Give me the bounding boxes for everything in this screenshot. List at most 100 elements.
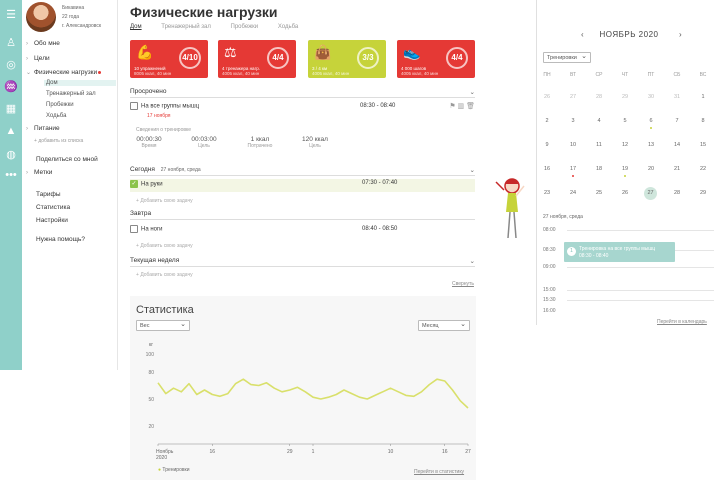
calendar-day[interactable]: 1 xyxy=(701,94,705,100)
tab-home[interactable]: Дом xyxy=(130,24,142,30)
calendar-day[interactable]: 12 xyxy=(621,142,629,148)
avatar[interactable] xyxy=(26,2,56,32)
next-month-icon[interactable]: › xyxy=(679,30,682,39)
calendar-day[interactable]: 8 xyxy=(701,118,705,124)
stat-goal-kcal: 120 ккал Цель xyxy=(302,136,328,149)
task-checkbox[interactable] xyxy=(130,225,138,233)
section-overdue[interactable]: Просрочено ⌄ xyxy=(130,88,475,98)
period-select[interactable]: Месяц xyxy=(418,320,470,331)
calendar-day[interactable]: 21 xyxy=(673,166,681,172)
summary-card[interactable]: 💪 10 упражнений 8005 ккал, 40 мин 4/10 xyxy=(130,40,208,78)
collapse-link[interactable]: Свернуть xyxy=(452,281,474,287)
summary-card[interactable]: 👜 3 / 4 км 4005 ккал, 40 мин 3/3 xyxy=(308,40,386,78)
go-to-statistics-link[interactable]: Перейти в статистику xyxy=(414,469,465,475)
sidebar-item-home[interactable]: Дом xyxy=(44,80,116,86)
calendar-day[interactable]: 27 xyxy=(644,187,657,200)
sidebar-item-tariffs[interactable]: Тарифы xyxy=(36,191,61,198)
add-from-list-link[interactable]: + добавить из списка xyxy=(34,138,84,144)
calendar-filter-select[interactable]: Тренировки xyxy=(543,52,591,63)
sidebar-item-share[interactable]: Поделиться со мной xyxy=(36,156,98,163)
calendar-day[interactable]: 16 xyxy=(543,166,551,172)
tab-jogging[interactable]: Пробежки xyxy=(230,24,259,30)
overdue-date: 17 ноября xyxy=(147,113,171,119)
globe-icon[interactable]: ◍ xyxy=(6,149,16,161)
sidebar-item-about[interactable]: › Обо мне xyxy=(26,40,60,47)
add-task-link[interactable]: + Добавить свою задачу xyxy=(136,243,193,249)
go-to-calendar-link[interactable]: Перейти в календарь xyxy=(657,319,707,325)
calendar-day[interactable]: 23 xyxy=(543,190,551,196)
calendar-day[interactable]: 10 xyxy=(569,142,577,148)
calendar-day[interactable]: 18 xyxy=(595,166,603,172)
sidebar-item-settings[interactable]: Настройки xyxy=(36,217,68,224)
sidebar-item-jogging[interactable]: Пробежки xyxy=(46,102,74,108)
section-tomorrow[interactable]: Завтра xyxy=(130,210,475,220)
calendar-day[interactable]: 28 xyxy=(673,190,681,196)
more-icon[interactable]: ••• xyxy=(5,169,17,181)
chevron-down-icon[interactable]: ⌄ xyxy=(469,89,475,96)
section-today[interactable]: Сегодня 27 ноября, среда ⌄ xyxy=(130,166,475,176)
hour-line xyxy=(567,230,714,231)
sidebar-item-tags[interactable]: › Метки xyxy=(26,169,53,176)
calendar-day[interactable]: 11 xyxy=(596,142,602,148)
calendar-day[interactable]: 26 xyxy=(621,190,629,196)
calendar-day[interactable]: 26 xyxy=(543,94,551,100)
sidebar-item-goals[interactable]: › Цели xyxy=(26,55,50,62)
calendar-day[interactable]: 28 xyxy=(595,94,603,100)
dumbbell-icon[interactable]: ♒ xyxy=(4,81,18,93)
section-week[interactable]: Текущая неделя ⌄ xyxy=(130,257,475,267)
sidebar-item-physical[interactable]: ⌄ Физические нагрузки xyxy=(26,69,102,76)
task-checkbox[interactable] xyxy=(130,102,138,110)
calendar-day[interactable]: 4 xyxy=(597,118,601,124)
hour-label: 08:30 xyxy=(543,247,556,253)
tab-gym[interactable]: Тренажерный зал xyxy=(161,24,211,30)
metric-select[interactable]: Вес xyxy=(136,320,190,331)
calendar-day[interactable]: 27 xyxy=(569,94,577,100)
user-city: г. Александровск xyxy=(62,23,102,29)
calendar-day[interactable]: 2 xyxy=(545,118,549,124)
task-row[interactable]: ✓ На руки 07:30 - 07:40 xyxy=(130,179,475,192)
hamburger-menu-icon[interactable]: ☰ xyxy=(6,9,16,21)
calendar-day[interactable]: 5 xyxy=(623,118,627,124)
sidebar-item-walking[interactable]: Ходьба xyxy=(46,113,67,119)
calendar-day[interactable]: 25 xyxy=(595,190,603,196)
calendar-icon[interactable]: ▦ xyxy=(5,103,17,115)
calendar-day[interactable]: 9 xyxy=(545,142,549,148)
target-icon[interactable]: ◎ xyxy=(6,59,16,71)
calendar-day[interactable]: 31 xyxy=(673,94,681,100)
calendar-day[interactable]: 30 xyxy=(647,94,655,100)
calendar-day[interactable]: 24 xyxy=(569,190,577,196)
calendar-day[interactable]: 29 xyxy=(621,94,629,100)
calendar-day[interactable]: 22 xyxy=(699,166,707,172)
add-task-link[interactable]: + Добавить свою задачу xyxy=(136,272,193,278)
calendar-day[interactable]: 19 xyxy=(621,166,629,172)
task-row[interactable]: На все группы мышц 08:30 - 08:40 ⚑ ▥ 🗑 xyxy=(130,102,475,113)
person-icon[interactable]: ♙ xyxy=(6,37,16,49)
calendar-day[interactable]: 20 xyxy=(647,166,655,172)
add-task-link[interactable]: + Добавить свою задачу xyxy=(136,198,193,204)
calendar-event[interactable]: 1 Тренировка на все группы мышц 08:30 - … xyxy=(564,242,675,262)
sidebar-item-nutrition[interactable]: › Питание xyxy=(26,125,60,132)
chevron-down-icon[interactable]: ⌄ xyxy=(469,258,475,265)
task-actions-icon[interactable]: ⚑ ▥ 🗑 xyxy=(449,103,475,110)
sidebar-item-help[interactable]: Нужна помощь? xyxy=(36,236,85,243)
calendar-day[interactable]: 15 xyxy=(699,142,707,148)
task-checkbox-checked[interactable]: ✓ xyxy=(130,180,138,188)
calendar-day[interactable]: 14 xyxy=(673,142,681,148)
calendar-day[interactable]: 3 xyxy=(571,118,575,124)
user-name: Бикавина xyxy=(62,5,85,11)
summary-card[interactable]: ⚖ 4 тренажера нагр. 4005 ккал, 40 мин 4/… xyxy=(218,40,296,78)
girl-illustration xyxy=(495,178,525,239)
calendar-day[interactable]: 29 xyxy=(699,190,707,196)
calendar-day[interactable]: 17 xyxy=(569,166,577,172)
summary-card[interactable]: 👟 4 000 шагов 4005 ккал, 40 мин 4/4 xyxy=(397,40,475,78)
tab-walking[interactable]: Ходьба xyxy=(277,24,299,30)
chevron-down-icon[interactable]: ⌄ xyxy=(469,167,475,174)
calendar-day[interactable]: 7 xyxy=(675,118,679,124)
prev-month-icon[interactable]: ‹ xyxy=(581,30,584,39)
cap-icon[interactable]: ▲ xyxy=(5,125,17,137)
calendar-day[interactable]: 13 xyxy=(647,142,655,148)
sidebar-item-gym[interactable]: Тренажерный зал xyxy=(46,91,96,97)
calendar-day[interactable]: 6 xyxy=(649,118,653,124)
task-row[interactable]: На ноги 08:40 - 08:50 xyxy=(130,225,475,236)
sidebar-item-statistics[interactable]: Статистика xyxy=(36,204,71,211)
